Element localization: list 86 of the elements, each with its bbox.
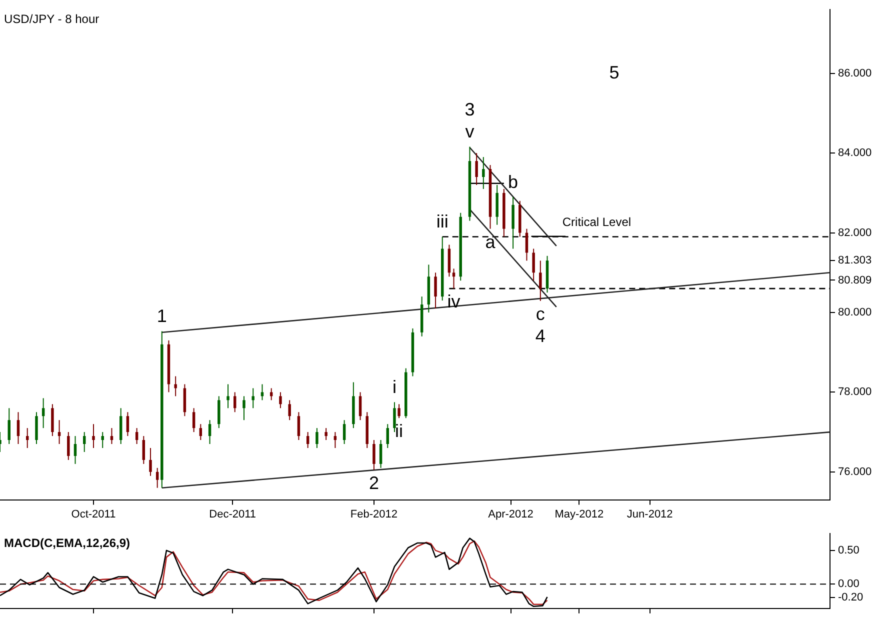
candlestick xyxy=(8,408,10,445)
y-tick-label: 80.000 xyxy=(838,306,872,319)
candlestick xyxy=(135,428,138,445)
annotation: 2 xyxy=(368,472,379,493)
y-tick-label: 76.000 xyxy=(838,466,872,478)
candlestick xyxy=(512,196,514,250)
candlestick xyxy=(393,402,396,433)
candlestick xyxy=(42,398,45,429)
candlestick xyxy=(372,440,376,470)
y-tick-label: 81.303 xyxy=(838,254,872,267)
y-tick-label: 80.809 xyxy=(838,274,872,286)
candlestick xyxy=(226,384,230,409)
annotation: i xyxy=(392,377,396,398)
candlestick xyxy=(496,184,498,226)
annotation: a xyxy=(485,232,496,252)
annotation: 4 xyxy=(535,326,546,346)
candlestick xyxy=(482,156,485,190)
candlestick xyxy=(16,412,20,445)
candlestick xyxy=(398,404,400,419)
candlestick xyxy=(379,440,382,468)
candlestick xyxy=(342,420,346,445)
candlestick xyxy=(434,272,437,310)
x-tick-label: Feb-2012 xyxy=(350,508,398,520)
candlestick xyxy=(74,436,77,464)
x-tick-label: May-2012 xyxy=(554,508,604,520)
candlestick xyxy=(270,388,273,401)
candlestick xyxy=(142,436,146,464)
chart-title: MACD(C,EMA,12,26,9) xyxy=(4,536,130,550)
candlestick xyxy=(452,268,456,290)
candlestick xyxy=(252,388,254,409)
annotation: 1 xyxy=(156,306,167,326)
candlestick xyxy=(156,467,159,488)
candlestick xyxy=(174,376,177,397)
candlestick xyxy=(324,428,328,441)
candlestick xyxy=(58,420,61,445)
candlestick xyxy=(119,408,122,445)
candlestick xyxy=(199,424,202,441)
candlestick xyxy=(149,447,152,476)
candlestick xyxy=(26,428,29,448)
chart-title: USD/JPY - 8 hour xyxy=(4,12,100,26)
candlestick xyxy=(101,432,104,448)
candlestick xyxy=(126,412,130,437)
candlestick xyxy=(358,392,362,421)
annotation: 5 xyxy=(609,62,620,82)
candlestick xyxy=(532,248,535,282)
y-tick-label: 84.000 xyxy=(838,147,872,160)
candlestick xyxy=(539,260,542,302)
candlestick xyxy=(110,428,114,445)
x-tick-label: Jun-2012 xyxy=(626,508,673,520)
candlestick xyxy=(334,432,337,448)
x-tick-label: Oct-2011 xyxy=(71,508,116,520)
candlestick xyxy=(208,420,212,445)
candlestick xyxy=(297,412,300,441)
candlestick xyxy=(67,432,70,460)
candlestick xyxy=(233,392,236,413)
annotation: v xyxy=(465,122,474,142)
y-tick-label: -0.20 xyxy=(838,592,864,604)
candlestick xyxy=(242,396,246,421)
x-tick-label: Apr-2012 xyxy=(488,508,534,520)
candlestick xyxy=(386,424,390,448)
candlestick xyxy=(475,152,478,186)
candlestick xyxy=(288,400,291,421)
y-tick-label: 82.000 xyxy=(838,226,872,239)
annotation: 3 xyxy=(464,100,475,120)
y-tick-label: 0.50 xyxy=(838,544,860,556)
annotation: b xyxy=(508,172,518,192)
x-tick-label: Dec-2011 xyxy=(209,508,256,520)
annotation: iii xyxy=(436,212,448,232)
candlestick xyxy=(192,408,196,433)
candlestick xyxy=(279,392,282,409)
series-label: Critical Level xyxy=(562,215,632,230)
candlestick xyxy=(35,412,38,445)
candlestick xyxy=(306,432,310,448)
candlestick xyxy=(448,244,451,278)
y-tick-label: 86.000 xyxy=(838,67,872,80)
annotation: ii xyxy=(395,421,404,442)
candlestick xyxy=(218,396,220,429)
y-tick-label: 78.000 xyxy=(838,386,872,398)
y-tick-label: 0.00 xyxy=(838,578,860,590)
candlestick xyxy=(51,404,54,437)
candlestick xyxy=(260,384,264,401)
candlestick xyxy=(92,424,95,448)
annotation: c xyxy=(536,304,545,324)
candlestick xyxy=(83,432,86,452)
candlestick xyxy=(316,428,318,448)
candlestick xyxy=(183,384,186,417)
